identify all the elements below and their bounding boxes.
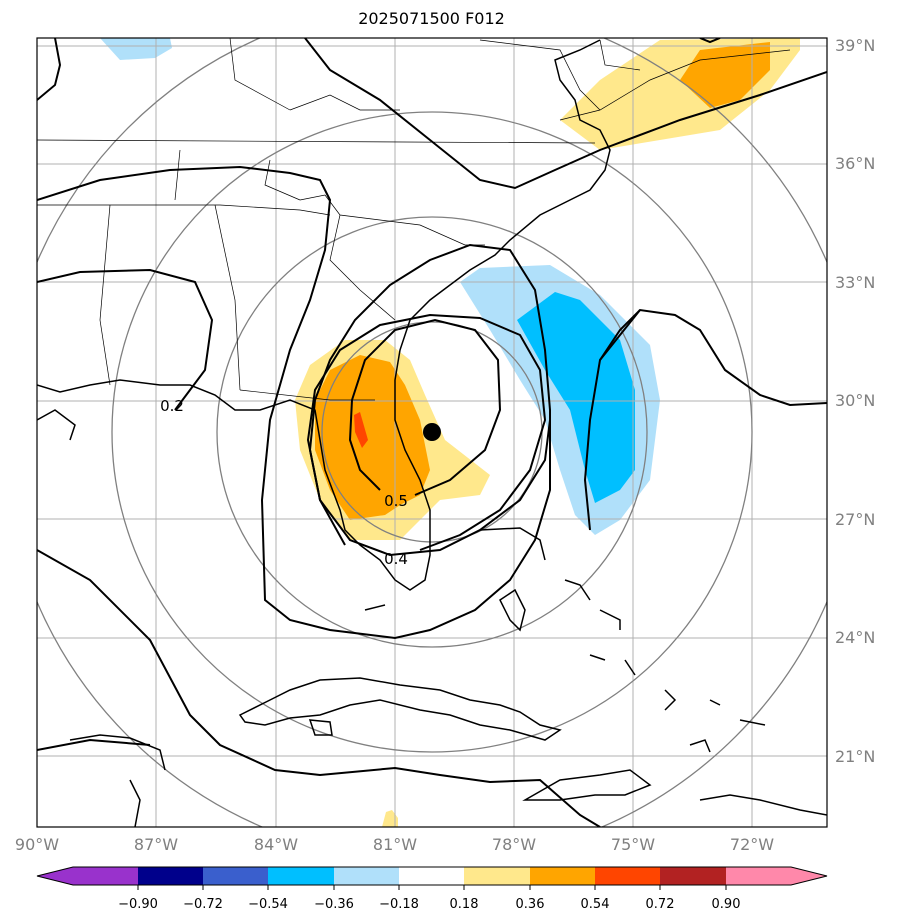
lat-tick-label: 39°N <box>835 36 875 55</box>
colorbar-tick-label: −0.18 <box>379 897 419 912</box>
colorbar: −0.90 −0.72 −0.54 −0.36 −0.18 0.18 0.36 … <box>36 866 828 912</box>
colorbar-bin <box>203 867 268 885</box>
longitude-axis: 90°W 87°W 84°W 81°W 78°W 75°W 72°W <box>15 835 774 854</box>
contour-east <box>599 308 827 407</box>
lat-tick-label: 33°N <box>835 273 875 292</box>
colorbar-bin <box>660 867 726 885</box>
lat-tick-label: 27°N <box>835 510 875 529</box>
colorbar-ticks <box>137 885 727 890</box>
lon-tick-label: 81°W <box>373 835 417 854</box>
contour-south <box>37 549 601 827</box>
map-title: 2025071500 F012 <box>358 9 505 28</box>
colorbar-bin <box>399 867 464 885</box>
latitude-axis: 39°N 36°N 33°N 30°N 27°N 24°N 21°N <box>835 36 875 766</box>
map-frame <box>36 37 828 828</box>
colorbar-bin <box>73 867 138 885</box>
colorbar-bin <box>268 867 334 885</box>
contour-label-0.2: 0.2 <box>160 397 184 415</box>
lat-tick-label: 24°N <box>835 628 875 647</box>
colorbar-bin <box>334 867 399 885</box>
lon-tick-label: 78°W <box>492 835 536 854</box>
coastlines <box>37 39 827 827</box>
lat-tick-label: 36°N <box>835 154 875 173</box>
contour-0.4 <box>306 313 547 551</box>
colorbar-extend-high <box>791 867 827 885</box>
colorbar-tick-label: −0.36 <box>314 897 354 912</box>
contour-top-left-2 <box>699 38 721 44</box>
colorbar-bin <box>595 867 660 885</box>
lon-tick-label: 72°W <box>730 835 774 854</box>
negative-anomaly-top-left <box>100 38 172 60</box>
colorbar-tick-label: −0.54 <box>248 897 288 912</box>
lon-tick-label: 90°W <box>15 835 59 854</box>
colorbar-bin <box>138 867 203 885</box>
lon-tick-label: 75°W <box>611 835 655 854</box>
contour-top-left <box>37 38 62 101</box>
positive-anomaly-bottom <box>382 810 398 827</box>
map-plot-area: 0.2 0.5 0.4 <box>37 38 827 827</box>
colorbar-tick-label: 0.54 <box>581 897 610 912</box>
colorbar-bin <box>726 867 791 885</box>
contour-0.2 <box>37 268 214 411</box>
center-marker <box>423 423 441 441</box>
contour-top-arc <box>304 38 827 190</box>
colorbar-tick-label: 0.72 <box>646 897 675 912</box>
lon-tick-label: 87°W <box>134 835 178 854</box>
colorbar-tick-label: −0.72 <box>183 897 223 912</box>
contour-label-0.5: 0.5 <box>384 492 408 510</box>
lon-tick-label: 84°W <box>254 835 298 854</box>
colorbar-extend-low <box>37 867 73 885</box>
colorbar-bin <box>464 867 530 885</box>
state-borders <box>37 38 791 401</box>
colorbar-bin <box>530 867 595 885</box>
contour-east-south <box>583 309 641 531</box>
contour-southwest <box>37 738 151 751</box>
contour-label-0.4: 0.4 <box>384 550 408 568</box>
positive-anomaly-northeast-core <box>680 42 770 108</box>
lat-tick-label: 21°N <box>835 747 875 766</box>
contour-0.5 <box>348 318 502 496</box>
negative-anomaly-core <box>517 292 635 503</box>
lat-tick-label: 30°N <box>835 391 875 410</box>
anomaly-shading <box>100 38 800 827</box>
colorbar-tick-label: 0.18 <box>450 897 479 912</box>
contour-outer-north <box>37 165 551 640</box>
colorbar-tick-label: 0.90 <box>712 897 741 912</box>
positive-anomaly-florida-core <box>315 355 430 520</box>
colorbar-outline <box>36 866 828 886</box>
contour-lines <box>37 38 827 827</box>
colorbar-tick-label: −0.90 <box>118 897 158 912</box>
strong-anomaly-florida <box>354 412 368 448</box>
colorbar-tick-label: 0.36 <box>516 897 545 912</box>
